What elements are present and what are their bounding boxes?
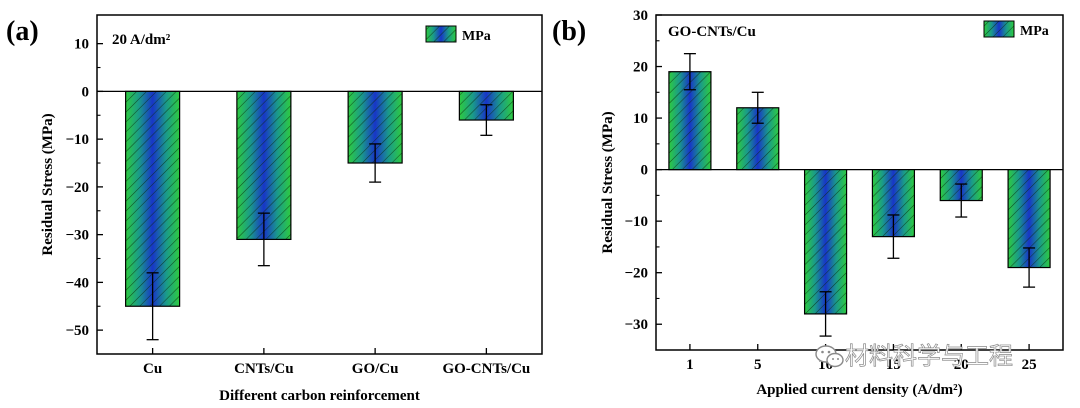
y-tick-label: −10 <box>65 132 89 148</box>
y-tick-label: 10 <box>74 37 89 53</box>
y-tick-label: −40 <box>65 275 89 291</box>
y-axis-title: Residual Stress (MPa) <box>40 113 56 255</box>
y-tick-label: −20 <box>624 266 648 282</box>
panel-a: 10 0 −10 −20 −30 −40 −50 Cu CNTs/Cu GO/Cu GO-CNTs/… <box>6 14 543 404</box>
y-tick-label: −20 <box>65 180 89 196</box>
legend-label: MPa <box>462 29 491 44</box>
y-tick-label: 10 <box>633 111 648 127</box>
y-tick-label: 20 <box>633 60 648 76</box>
inset-title: GO-CNTs/Cu <box>668 24 756 40</box>
plot-frame <box>655 14 1064 351</box>
inset-title: 20 A/dm² <box>112 32 171 48</box>
y-axis-title: Residual Stress (MPa) <box>600 111 616 253</box>
legend-swatch-hatch <box>983 20 1015 38</box>
watermark: 材料科学与工程 <box>815 343 1013 370</box>
y-tick-label: 0 <box>82 84 90 100</box>
panel-label: (b) <box>552 16 586 47</box>
y-tick-label: 0 <box>641 163 649 179</box>
y-tick-label: −30 <box>65 228 89 244</box>
y-tick-label: 30 <box>633 8 648 24</box>
x-tick-label: 20 <box>954 357 969 373</box>
legend: MPa <box>983 20 1049 39</box>
bar-hatch <box>803 169 848 315</box>
panel-label: (a) <box>6 16 39 47</box>
watermark-text: 材料科学与工程 <box>845 343 1013 370</box>
y-tick-label: −10 <box>624 214 648 230</box>
x-tick-label: 25 <box>1022 357 1037 373</box>
y-tick-label: −30 <box>624 317 648 333</box>
x-tick-label: GO/Cu <box>352 361 399 377</box>
x-tick-label: Cu <box>143 361 162 377</box>
legend: MPa <box>425 25 491 44</box>
bar-hatch <box>125 90 181 307</box>
plot-frame <box>96 14 543 355</box>
x-tick-label: 15 <box>886 357 901 373</box>
x-tick-label: CNTs/Cu <box>234 361 293 377</box>
x-tick-label: GO-CNTs/Cu <box>442 361 530 377</box>
wechat-icon <box>815 345 844 368</box>
x-axis-title: Different carbon reinforcement <box>219 388 420 403</box>
x-tick-label: 1 <box>686 357 694 373</box>
x-axis-title: Applied current density (A/dm²) <box>756 382 962 398</box>
legend-swatch-hatch <box>425 25 457 43</box>
y-tick-label: −50 <box>65 323 89 339</box>
x-tick-label: 5 <box>754 357 762 373</box>
legend-label: MPa <box>1020 24 1049 39</box>
